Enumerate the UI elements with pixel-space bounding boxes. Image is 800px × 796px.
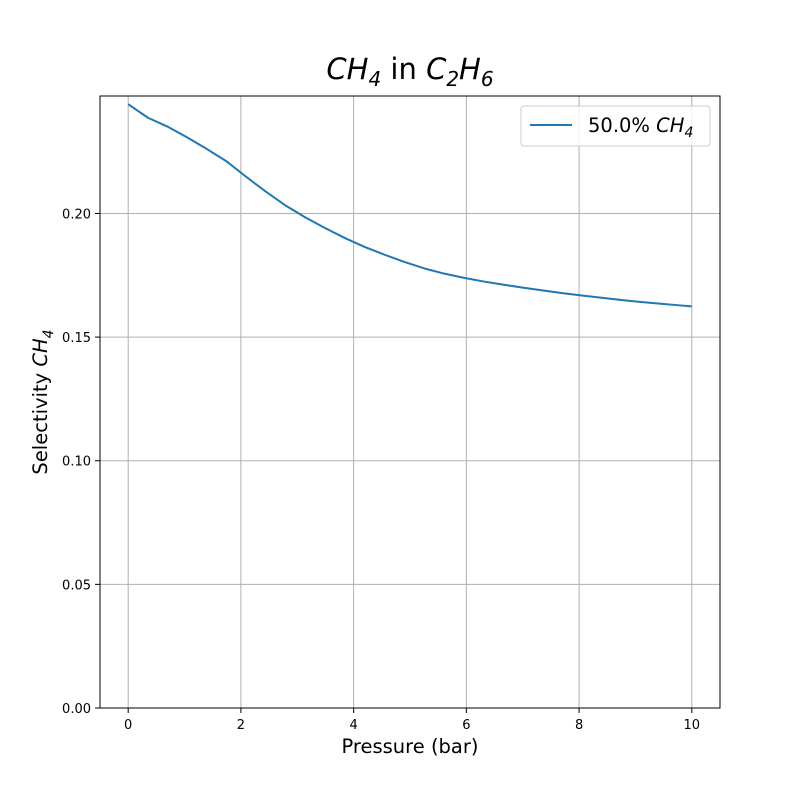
tick-layer: 0 2 4 6 8 10 0.00 0.05 0.10 0.15 0.20 [62, 207, 700, 733]
legend-label: 50.0% CH4 [588, 114, 693, 141]
legend: 50.0% CH4 [520, 105, 711, 147]
grid-layer [100, 96, 720, 709]
y-tick-label: 0.00 [62, 702, 91, 717]
x-tick-label: 0 [124, 718, 132, 733]
legend-ch: CH [656, 114, 685, 137]
series-layer [127, 103, 692, 308]
y-label-text: Selectivity [29, 367, 52, 475]
series-line-0 [127, 103, 692, 308]
y-tick-label: 0.10 [62, 455, 91, 470]
title-c: C [426, 52, 447, 86]
title-sub-2: 2 [446, 67, 459, 91]
plot-frame [99, 95, 721, 709]
x-tick-label: 2 [237, 718, 245, 733]
title-sub-4: 4 [368, 67, 381, 91]
title-h: H [459, 52, 481, 86]
x-tick-label: 4 [349, 718, 357, 733]
x-axis-label: Pressure (bar) [341, 735, 478, 758]
y-axis-label: Selectivity CH4 [29, 329, 57, 474]
y-tick-label: 0.05 [62, 578, 91, 593]
x-tick-label: 8 [575, 718, 583, 733]
y-label-ch: CH [29, 338, 52, 367]
legend-box [520, 105, 711, 147]
y-label-sub: 4 [41, 329, 57, 338]
title-in: in [381, 52, 426, 86]
legend-prefix: 50.0% [588, 114, 656, 137]
legend-sub: 4 [684, 125, 693, 141]
x-tick-label: 10 [684, 718, 701, 733]
title-sub-6: 6 [481, 67, 494, 91]
y-tick-label: 0.15 [62, 331, 91, 346]
chart-title: CH4 in C2H6 [326, 52, 493, 91]
title-ch: CH [326, 52, 368, 86]
x-tick-label: 6 [462, 718, 470, 733]
y-tick-label: 0.20 [62, 207, 91, 222]
